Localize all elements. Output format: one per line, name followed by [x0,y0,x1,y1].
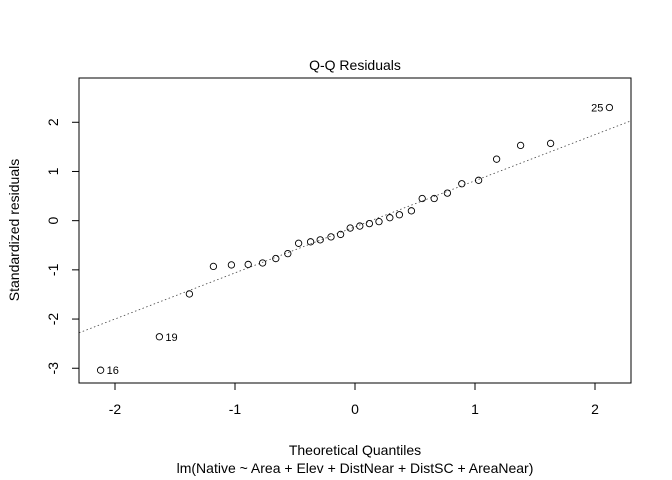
x-tick-label: -1 [229,401,242,417]
data-point [306,238,315,246]
data-point [272,254,280,263]
data-point [284,249,292,258]
y-tick-label: 0 [45,217,61,225]
data-point [365,219,374,228]
data-point [407,207,416,215]
data-point [492,155,501,163]
data-point [375,217,383,226]
x-tick-label: -2 [109,401,122,417]
data-point [336,230,345,239]
y-tick-label: -3 [45,362,61,375]
data-point [209,262,218,271]
data-point [546,139,555,148]
x-axis: -2 -1 0 1 2 [109,382,599,417]
points-group: 16 19 25 [96,103,614,377]
data-point [430,194,438,203]
y-tick-label: -2 [45,313,61,326]
data-point [386,214,394,222]
data-point [474,176,483,184]
data-point [244,260,252,269]
data-point [185,290,194,298]
data-point [316,236,324,244]
data-point [227,261,236,269]
y-axis: -3 -2 -1 0 1 2 [45,118,80,375]
chart-title: Q-Q Residuals [309,57,401,73]
x-tick-label: 1 [471,401,479,417]
reference-line-group [78,120,632,334]
point-label: 25 [591,103,603,115]
data-point [395,211,404,219]
data-point [346,224,354,232]
data-point [458,180,466,188]
data-point [356,222,364,230]
x-tick-label: 2 [591,401,599,417]
y-tick-label: 1 [45,167,61,175]
point-label: 19 [165,332,177,344]
y-tick-label: 2 [45,118,61,126]
y-tick-label: -1 [45,263,61,276]
point-label: 16 [107,365,119,377]
data-point [605,103,614,112]
data-point [516,141,525,150]
y-axis-label: Standardized residuals [6,159,22,301]
qq-reference-line [78,120,632,334]
data-point [443,189,452,197]
data-point [294,239,303,247]
model-formula-subtitle: lm(Native ~ Area + Elev + DistNear + Dis… [177,460,534,476]
plot-frame [78,77,632,384]
x-tick-label: 0 [351,401,359,417]
data-point [258,259,267,267]
x-axis-label: Theoretical Quantiles [289,442,421,458]
data-point [418,194,426,203]
data-point [96,366,105,374]
data-point [155,333,164,341]
data-point [327,233,335,241]
